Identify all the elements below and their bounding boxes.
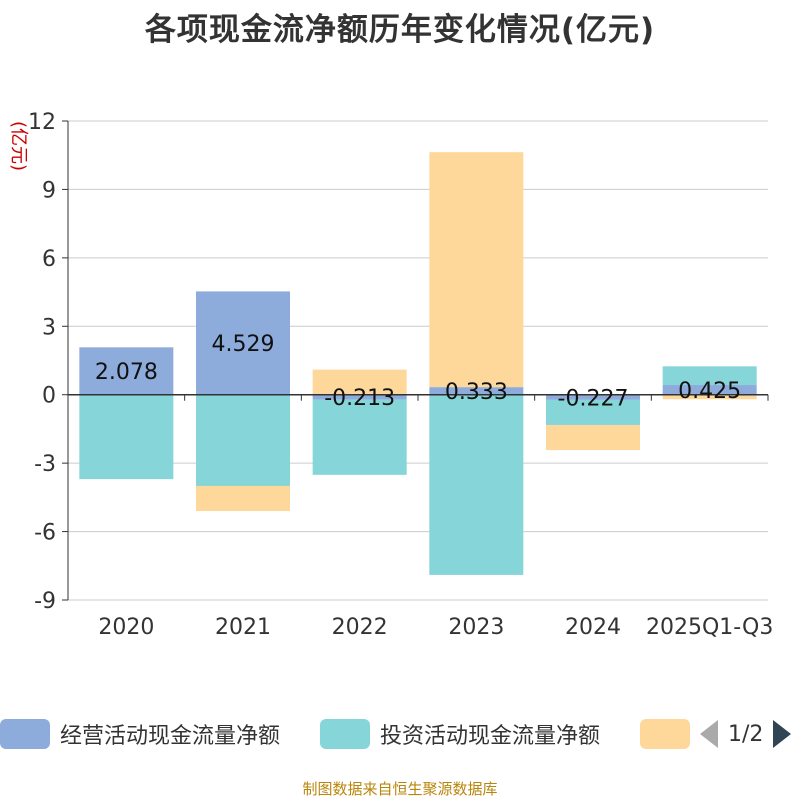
legend: 经营活动现金流量净额 投资活动现金流量净额 1/2 — [0, 714, 800, 754]
bar-operating-2020 — [79, 347, 174, 395]
y-tick-label: 0 — [42, 384, 56, 409]
bar-operating-2022 — [312, 394, 407, 400]
x-tick-label: 2025Q1-Q3 — [646, 615, 773, 640]
x-tick-label: 2020 — [98, 615, 154, 640]
legend-pager: 1/2 — [700, 714, 792, 754]
bar-operating-2024 — [546, 394, 640, 400]
legend-swatch-investing — [320, 719, 370, 749]
bar-investing-2024 — [546, 399, 640, 425]
legend-item-operating[interactable]: 经营活动现金流量净额 — [0, 714, 280, 754]
y-tick-label: 12 — [28, 110, 56, 135]
data-label-operating-2021: 4.529 — [212, 332, 275, 357]
y-tick-label: -6 — [34, 521, 56, 546]
bar-financing-2021 — [196, 485, 290, 512]
x-tick-label: 2024 — [565, 615, 621, 640]
bar-operating-2023 — [429, 387, 524, 395]
bar-operating-2025Q1-Q3 — [662, 385, 757, 395]
bar-operating-2021 — [196, 291, 290, 395]
legend-swatch-operating — [0, 719, 50, 749]
y-tick-label: 3 — [42, 315, 56, 340]
y-tick-label: -3 — [34, 452, 56, 477]
legend-swatch-financing — [640, 719, 690, 749]
bar-financing-2022 — [312, 369, 407, 395]
data-label-operating-2025Q1-Q3: 0.425 — [678, 379, 741, 404]
bar-investing-2020 — [79, 394, 174, 480]
x-tick-label: 2021 — [215, 615, 271, 640]
bar-financing-2024 — [546, 424, 640, 451]
bar-series — [79, 152, 757, 575]
legend-item-financing[interactable] — [640, 714, 700, 754]
bar-chart: 12 9 6 3 0 -3 -6 -9 (亿元) 2020 2021 2022 2023 2024 2025… — [8, 110, 773, 640]
y-tick-label: 9 — [42, 178, 56, 203]
x-tick-label: 2022 — [332, 615, 388, 640]
data-source-note: 制图数据来自恒生聚源数据库 — [302, 780, 498, 798]
y-tick-label: -9 — [34, 589, 56, 614]
bar-financing-2025Q1-Q3 — [662, 394, 757, 400]
chart-title: 各项现金流净额历年变化情况(亿元) — [144, 12, 656, 48]
data-label-operating-2020: 2.078 — [95, 360, 158, 385]
bar-investing-2025Q1-Q3 — [662, 366, 757, 386]
data-label-operating-2022: -0.213 — [324, 386, 395, 411]
bar-investing-2023 — [429, 394, 524, 575]
bar-financing-2023 — [429, 152, 524, 388]
legend-next-icon[interactable] — [773, 720, 792, 748]
data-label-operating-2023: 0.333 — [445, 380, 508, 405]
data-label-operating-2024: -0.227 — [558, 386, 629, 411]
x-tick-label: 2023 — [448, 615, 504, 640]
legend-item-investing[interactable]: 投资活动现金流量净额 — [320, 714, 600, 754]
bar-investing-2021 — [196, 394, 290, 486]
legend-prev-icon[interactable] — [700, 720, 718, 748]
data-labels: 2.078 4.529 -0.213 0.333 -0.227 0.425 — [95, 332, 741, 411]
bar-investing-2022 — [312, 399, 407, 475]
legend-page-indicator: 1/2 — [728, 721, 764, 747]
gridlines — [68, 120, 768, 601]
y-tick-label: 6 — [42, 247, 56, 272]
y-axis-label: (亿元) — [8, 121, 29, 171]
legend-label-investing: 投资活动现金流量净额 — [380, 724, 601, 749]
legend-label-operating: 经营活动现金流量净额 — [60, 724, 281, 749]
axes: 12 9 6 3 0 -3 -6 -9 (亿元) 2020 2021 2022 2023 2024 2025… — [8, 110, 773, 640]
